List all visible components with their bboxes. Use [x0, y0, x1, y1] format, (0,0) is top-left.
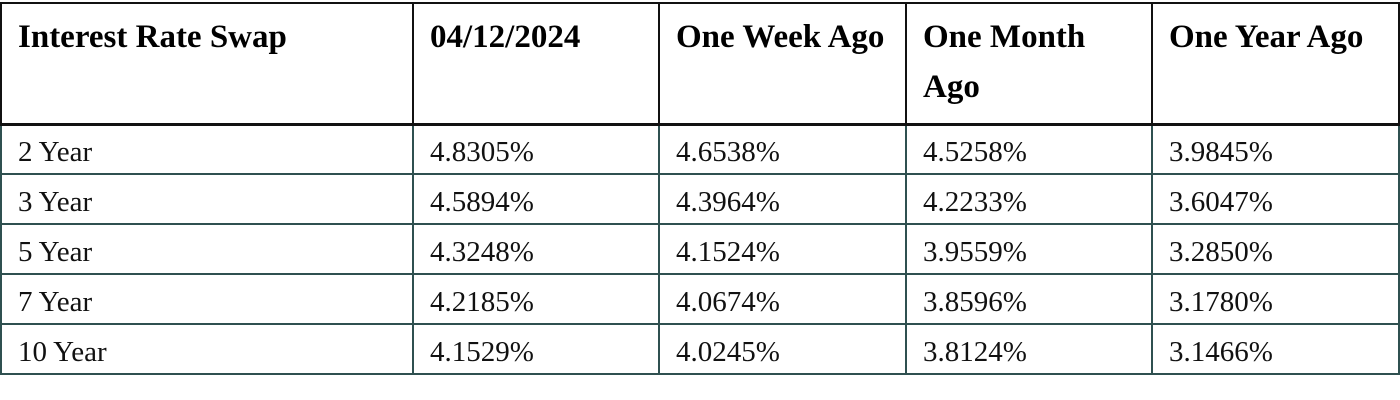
table-row: 10 Year 4.1529% 4.0245% 3.8124% 3.1466% [0, 323, 1400, 375]
header-one-week-ago: One Week Ago [658, 2, 907, 125]
interest-rate-swap-table: Interest Rate Swap 04/12/2024 One Week A… [0, 2, 1400, 375]
table-cell: 4.5894% [412, 173, 660, 225]
table-row: 5 Year 4.3248% 4.1524% 3.9559% 3.2850% [0, 223, 1400, 275]
table-cell: 3.1780% [1151, 273, 1400, 325]
table-cell: 3.1466% [1151, 323, 1400, 375]
table-cell: 4.2233% [905, 173, 1153, 225]
row-label: 2 Year [0, 122, 414, 175]
table-cell: 4.1529% [412, 323, 660, 375]
header-row: Interest Rate Swap 04/12/2024 One Week A… [0, 2, 1400, 125]
table-cell: 3.8124% [905, 323, 1153, 375]
table-cell: 4.1524% [658, 223, 907, 275]
table-cell: 4.3964% [658, 173, 907, 225]
row-label: 3 Year [0, 173, 414, 225]
table-cell: 3.9559% [905, 223, 1153, 275]
row-label: 10 Year [0, 323, 414, 375]
table-cell: 3.2850% [1151, 223, 1400, 275]
table-cell: 4.8305% [412, 122, 660, 175]
table-cell: 4.3248% [412, 223, 660, 275]
header-current-date: 04/12/2024 [412, 2, 660, 125]
table-row: 2 Year 4.8305% 4.6538% 4.5258% 3.9845% [0, 122, 1400, 175]
table-cell: 3.8596% [905, 273, 1153, 325]
header-one-year-ago: One Year Ago [1151, 2, 1400, 125]
table-cell: 4.0674% [658, 273, 907, 325]
row-label: 5 Year [0, 223, 414, 275]
header-one-month-ago: One Month Ago [905, 2, 1153, 125]
header-swap: Interest Rate Swap [0, 2, 414, 125]
row-label: 7 Year [0, 273, 414, 325]
table-cell: 4.6538% [658, 122, 907, 175]
table-cell: 4.5258% [905, 122, 1153, 175]
table-row: 7 Year 4.2185% 4.0674% 3.8596% 3.1780% [0, 273, 1400, 325]
table-cell: 4.2185% [412, 273, 660, 325]
table-cell: 3.9845% [1151, 122, 1400, 175]
table-cell: 3.6047% [1151, 173, 1400, 225]
table-cell: 4.0245% [658, 323, 907, 375]
table-row: 3 Year 4.5894% 4.3964% 4.2233% 3.6047% [0, 173, 1400, 225]
